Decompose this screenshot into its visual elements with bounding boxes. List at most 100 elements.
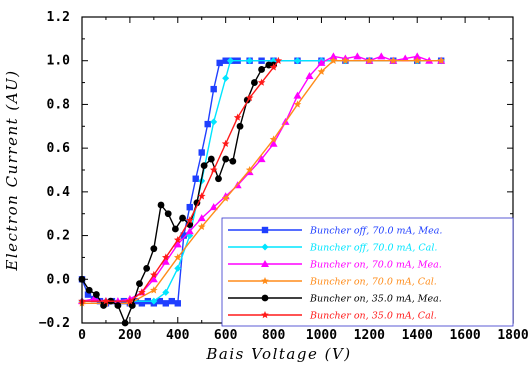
data-point bbox=[185, 227, 194, 235]
data-point bbox=[293, 100, 302, 108]
y-tick-label: 0.4 bbox=[47, 185, 71, 200]
data-point bbox=[245, 93, 254, 102]
data-point bbox=[204, 120, 211, 128]
legend-marker bbox=[261, 294, 269, 302]
data-point bbox=[222, 74, 230, 82]
x-tick-label: 1800 bbox=[497, 328, 528, 343]
data-point bbox=[216, 59, 223, 67]
data-point bbox=[174, 264, 182, 272]
legend-box bbox=[221, 217, 514, 327]
legend-marker bbox=[261, 311, 269, 319]
data-point bbox=[168, 297, 175, 305]
data-point bbox=[245, 166, 254, 174]
data-point bbox=[389, 56, 398, 64]
legend-label: Buncher off, 70.0 mA, Mea. bbox=[309, 226, 442, 237]
x-tick-label: 1200 bbox=[354, 328, 385, 343]
data-point bbox=[156, 297, 164, 305]
data-point bbox=[265, 61, 273, 69]
data-point bbox=[293, 91, 302, 99]
data-point bbox=[161, 257, 170, 265]
data-point bbox=[437, 56, 445, 64]
data-point bbox=[102, 297, 110, 305]
data-point bbox=[209, 203, 218, 211]
data-point bbox=[317, 58, 326, 66]
data-point bbox=[185, 216, 194, 224]
data-point bbox=[269, 139, 278, 147]
data-point bbox=[251, 79, 258, 86]
data-point bbox=[162, 288, 170, 296]
data-point bbox=[180, 232, 187, 239]
y-tick-label: 0.6 bbox=[47, 141, 71, 156]
data-point bbox=[222, 57, 229, 64]
data-point bbox=[197, 192, 206, 200]
series-4 bbox=[78, 56, 445, 307]
legend-marker bbox=[261, 226, 269, 234]
data-point bbox=[114, 302, 122, 309]
data-point bbox=[150, 245, 158, 253]
data-point bbox=[179, 214, 186, 222]
data-point bbox=[257, 78, 266, 86]
data-point bbox=[126, 297, 134, 305]
data-point bbox=[85, 286, 93, 294]
data-point bbox=[150, 286, 158, 294]
x-tick-label: 1000 bbox=[306, 328, 337, 343]
data-point bbox=[173, 253, 182, 261]
data-point bbox=[353, 52, 362, 60]
data-point bbox=[150, 270, 158, 279]
data-point bbox=[200, 162, 208, 170]
data-point bbox=[209, 166, 218, 174]
x-axis-label: Bais Voltage (V) bbox=[205, 345, 351, 363]
legend-items: Buncher off, 70.0 mA, Mea. Buncher off, 7… bbox=[228, 226, 442, 322]
legend-label: Buncher on, 35.0 mA, Mea. bbox=[309, 294, 442, 305]
legend-marker bbox=[261, 243, 269, 251]
data-point bbox=[173, 235, 182, 244]
data-point bbox=[173, 240, 182, 248]
legend-item: Buncher off, 70.0 mA, Cal. bbox=[228, 243, 437, 254]
data-point bbox=[222, 155, 230, 163]
series-line bbox=[81, 64, 274, 325]
data-point bbox=[207, 155, 215, 163]
data-point bbox=[210, 85, 217, 93]
x-tick-label: 0 bbox=[78, 328, 86, 343]
legend-item: Buncher on, 70.0 mA, Cal. bbox=[228, 277, 437, 288]
data-point bbox=[257, 155, 266, 163]
data-point bbox=[138, 300, 146, 307]
data-point bbox=[192, 175, 199, 182]
data-point bbox=[229, 157, 237, 165]
series-6 bbox=[78, 56, 283, 305]
legend-label: Buncher on, 35.0 mA, Cal. bbox=[309, 311, 437, 322]
data-point bbox=[329, 52, 338, 60]
data-point bbox=[197, 222, 206, 231]
data-point bbox=[164, 210, 172, 218]
data-point bbox=[84, 291, 92, 298]
data-point bbox=[149, 275, 158, 283]
y-tick-label: 1.2 bbox=[47, 10, 70, 25]
data-point bbox=[317, 67, 326, 75]
series-line bbox=[82, 60, 279, 302]
legend-item: Buncher on, 70.0 mA, Mea. bbox=[228, 260, 442, 271]
legend-label: Buncher on, 70.0 mA, Mea. bbox=[309, 260, 442, 271]
data-point bbox=[215, 175, 222, 183]
data-point bbox=[233, 113, 242, 121]
data-point bbox=[162, 300, 170, 307]
y-tick-label: 0.8 bbox=[47, 97, 71, 112]
data-point bbox=[274, 56, 283, 64]
data-point bbox=[92, 291, 100, 298]
y-tick-label: 0.0 bbox=[47, 272, 71, 287]
legend-label: Buncher off, 70.0 mA, Cal. bbox=[309, 243, 437, 254]
legend-label: Buncher on, 70.0 mA, Cal. bbox=[309, 277, 437, 288]
data-point bbox=[162, 253, 170, 261]
data-point bbox=[401, 54, 410, 62]
data-point bbox=[365, 56, 374, 64]
data-point bbox=[89, 294, 98, 302]
legend-item: Buncher on, 35.0 mA, Cal. bbox=[228, 311, 437, 322]
data-point bbox=[186, 203, 193, 211]
tick-labels: 0 200 400 600 800 1000 1200 1400 1600 1800 −0.2 0.0… bbox=[39, 10, 529, 343]
data-point bbox=[136, 280, 143, 288]
data-point bbox=[329, 56, 338, 64]
legend-item: Buncher off, 70.0 mA, Mea. bbox=[228, 226, 442, 237]
legend-marker bbox=[261, 260, 269, 267]
data-point bbox=[197, 214, 206, 222]
data-point bbox=[210, 118, 218, 126]
